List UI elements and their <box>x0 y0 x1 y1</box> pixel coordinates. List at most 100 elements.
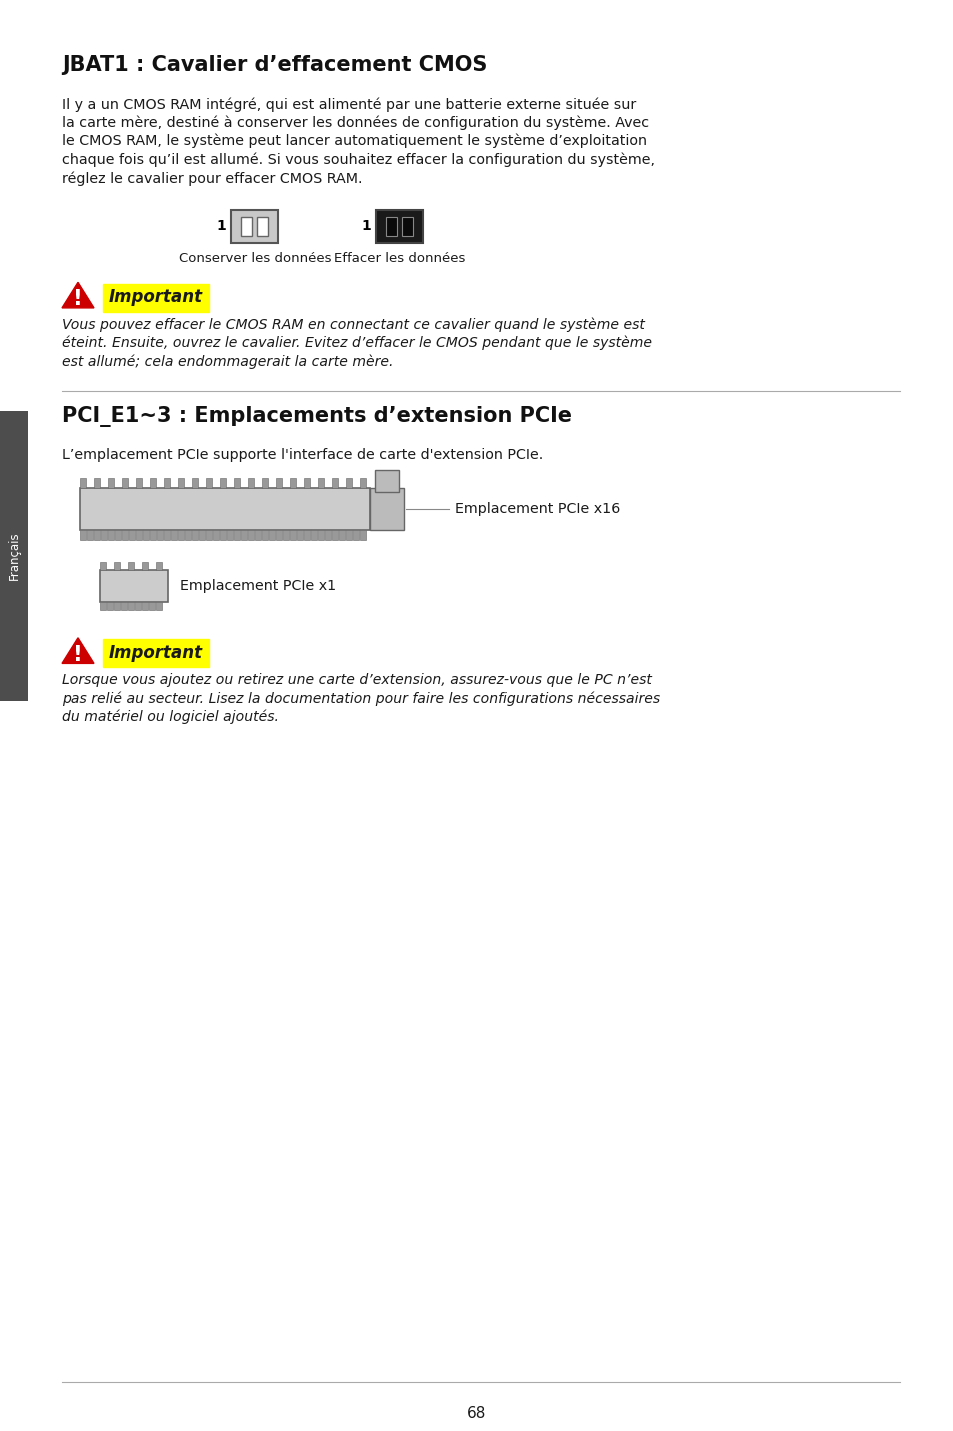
FancyBboxPatch shape <box>149 602 155 610</box>
FancyBboxPatch shape <box>346 478 352 488</box>
FancyBboxPatch shape <box>402 218 413 236</box>
FancyBboxPatch shape <box>248 478 254 488</box>
Text: Emplacement PCIe x16: Emplacement PCIe x16 <box>455 502 619 517</box>
FancyBboxPatch shape <box>128 562 134 570</box>
Text: le CMOS RAM, le système peut lancer automatiquement le système d’exploitation: le CMOS RAM, le système peut lancer auto… <box>62 135 646 149</box>
FancyBboxPatch shape <box>339 529 345 539</box>
FancyBboxPatch shape <box>115 529 121 539</box>
FancyBboxPatch shape <box>143 529 149 539</box>
FancyBboxPatch shape <box>94 478 100 488</box>
FancyBboxPatch shape <box>262 529 268 539</box>
FancyBboxPatch shape <box>232 210 278 243</box>
FancyBboxPatch shape <box>193 529 198 539</box>
FancyBboxPatch shape <box>318 478 324 488</box>
FancyBboxPatch shape <box>311 529 317 539</box>
FancyBboxPatch shape <box>142 602 148 610</box>
FancyBboxPatch shape <box>80 478 86 488</box>
Text: Vous pouvez effacer le CMOS RAM en connectant ce cavalier quand le système est: Vous pouvez effacer le CMOS RAM en conne… <box>62 318 644 332</box>
FancyBboxPatch shape <box>318 529 324 539</box>
FancyBboxPatch shape <box>130 529 135 539</box>
FancyBboxPatch shape <box>346 529 352 539</box>
FancyBboxPatch shape <box>206 478 213 488</box>
Text: Emplacement PCIe x1: Emplacement PCIe x1 <box>180 580 335 592</box>
FancyBboxPatch shape <box>241 218 253 236</box>
FancyBboxPatch shape <box>276 529 282 539</box>
Text: Français: Français <box>8 532 20 581</box>
FancyBboxPatch shape <box>213 529 219 539</box>
FancyBboxPatch shape <box>157 529 163 539</box>
Text: du matériel ou logiciel ajoutés.: du matériel ou logiciel ajoutés. <box>62 710 278 724</box>
FancyBboxPatch shape <box>142 562 148 570</box>
FancyBboxPatch shape <box>257 218 268 236</box>
FancyBboxPatch shape <box>255 529 261 539</box>
FancyBboxPatch shape <box>114 602 120 610</box>
FancyBboxPatch shape <box>80 529 86 539</box>
FancyBboxPatch shape <box>100 602 106 610</box>
Text: est allumé; cela endommagerait la carte mère.: est allumé; cela endommagerait la carte … <box>62 355 393 369</box>
FancyBboxPatch shape <box>376 210 423 243</box>
FancyBboxPatch shape <box>332 478 338 488</box>
FancyBboxPatch shape <box>304 529 310 539</box>
FancyBboxPatch shape <box>151 529 156 539</box>
FancyBboxPatch shape <box>164 478 171 488</box>
Text: 68: 68 <box>467 1407 486 1421</box>
Text: Lorsque vous ajoutez ou retirez une carte d’extension, assurez-vous que le PC n’: Lorsque vous ajoutez ou retirez une cart… <box>62 673 651 687</box>
FancyBboxPatch shape <box>325 529 331 539</box>
FancyBboxPatch shape <box>386 218 397 236</box>
FancyBboxPatch shape <box>107 602 113 610</box>
FancyBboxPatch shape <box>276 478 282 488</box>
Text: pas relié au secteur. Lisez la documentation pour faire les configurations néces: pas relié au secteur. Lisez la documenta… <box>62 691 659 705</box>
FancyBboxPatch shape <box>94 529 100 539</box>
FancyBboxPatch shape <box>122 478 128 488</box>
Text: JBAT1 : Cavalier d’effacement CMOS: JBAT1 : Cavalier d’effacement CMOS <box>62 54 487 74</box>
FancyBboxPatch shape <box>304 478 310 488</box>
Text: L’emplacement PCIe supporte l'interface de carte d'extension PCIe.: L’emplacement PCIe supporte l'interface … <box>62 448 542 462</box>
FancyBboxPatch shape <box>135 602 141 610</box>
FancyBboxPatch shape <box>122 529 128 539</box>
Text: Il y a un CMOS RAM intégré, qui est alimenté par une batterie externe située sur: Il y a un CMOS RAM intégré, qui est alim… <box>62 97 636 112</box>
Text: PCI_E1~3 : Emplacements d’extension PCIe: PCI_E1~3 : Emplacements d’extension PCIe <box>62 406 572 426</box>
FancyBboxPatch shape <box>269 529 275 539</box>
FancyBboxPatch shape <box>297 529 303 539</box>
Text: !: ! <box>73 289 83 309</box>
FancyBboxPatch shape <box>178 529 184 539</box>
FancyBboxPatch shape <box>220 529 226 539</box>
FancyBboxPatch shape <box>353 529 359 539</box>
Text: réglez le cavalier pour effacer CMOS RAM.: réglez le cavalier pour effacer CMOS RAM… <box>62 170 362 186</box>
FancyBboxPatch shape <box>193 478 198 488</box>
FancyBboxPatch shape <box>136 478 142 488</box>
FancyBboxPatch shape <box>290 529 296 539</box>
Text: Important: Important <box>109 644 203 663</box>
FancyBboxPatch shape <box>283 529 289 539</box>
FancyBboxPatch shape <box>375 469 398 492</box>
Text: Important: Important <box>109 289 203 306</box>
FancyBboxPatch shape <box>178 478 184 488</box>
FancyBboxPatch shape <box>103 640 209 667</box>
FancyBboxPatch shape <box>109 478 114 488</box>
FancyBboxPatch shape <box>121 602 127 610</box>
FancyBboxPatch shape <box>103 283 209 312</box>
FancyBboxPatch shape <box>156 602 162 610</box>
FancyBboxPatch shape <box>136 529 142 539</box>
FancyBboxPatch shape <box>220 478 226 488</box>
FancyBboxPatch shape <box>241 529 247 539</box>
FancyBboxPatch shape <box>100 570 168 602</box>
Text: chaque fois qu’il est allumé. Si vous souhaitez effacer la configuration du syst: chaque fois qu’il est allumé. Si vous so… <box>62 153 655 167</box>
FancyBboxPatch shape <box>360 478 366 488</box>
FancyBboxPatch shape <box>114 562 120 570</box>
FancyBboxPatch shape <box>109 529 114 539</box>
Text: 1: 1 <box>361 219 371 233</box>
FancyBboxPatch shape <box>262 478 268 488</box>
FancyBboxPatch shape <box>0 411 28 701</box>
FancyBboxPatch shape <box>80 488 370 529</box>
Polygon shape <box>62 638 94 664</box>
FancyBboxPatch shape <box>332 529 338 539</box>
FancyBboxPatch shape <box>88 529 93 539</box>
FancyBboxPatch shape <box>248 529 254 539</box>
FancyBboxPatch shape <box>172 529 177 539</box>
FancyBboxPatch shape <box>151 478 156 488</box>
Polygon shape <box>62 282 94 308</box>
FancyBboxPatch shape <box>234 478 240 488</box>
FancyBboxPatch shape <box>234 529 240 539</box>
FancyBboxPatch shape <box>290 478 296 488</box>
